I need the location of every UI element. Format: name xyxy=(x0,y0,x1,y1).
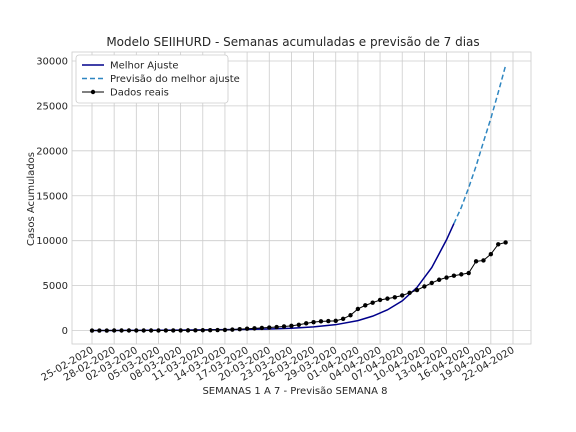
data-point xyxy=(215,327,220,333)
y-tick-labels: 0 5000 10000 15000 20000 25000 30000 xyxy=(36,56,68,337)
data-point xyxy=(119,328,124,333)
data-point xyxy=(89,328,95,333)
data-point xyxy=(348,313,353,318)
y-tick-label: 0 xyxy=(62,326,68,337)
data-point xyxy=(171,328,176,333)
data-point xyxy=(318,319,324,324)
data-point xyxy=(134,328,139,333)
data-point xyxy=(481,258,486,263)
y-tick-label: 30000 xyxy=(36,56,68,67)
data-point xyxy=(326,318,331,324)
data-point xyxy=(163,328,169,333)
data-point xyxy=(488,251,494,257)
data-point xyxy=(407,290,412,295)
data-point xyxy=(126,328,132,333)
data-point xyxy=(237,326,242,332)
data-point xyxy=(230,327,235,332)
data-point xyxy=(193,328,198,333)
data-point xyxy=(97,328,102,333)
legend: Melhor Ajuste Previsão do melhor ajuste … xyxy=(75,54,240,104)
data-point xyxy=(363,303,368,308)
legend-label-previsao: Previsão do melhor ajuste xyxy=(110,74,240,85)
data-point xyxy=(259,325,265,331)
data-point xyxy=(451,273,457,278)
data-point xyxy=(289,323,294,329)
data-point xyxy=(333,318,338,324)
data-point xyxy=(267,325,272,330)
legend-box xyxy=(75,54,229,104)
data-point xyxy=(377,297,383,303)
data-point xyxy=(156,328,161,333)
y-tick-label: 25000 xyxy=(36,101,68,112)
data-point xyxy=(392,295,398,300)
data-point xyxy=(185,328,191,333)
legend-label-melhor-ajuste: Melhor Ajuste xyxy=(110,61,179,72)
data-point xyxy=(244,326,250,331)
data-point xyxy=(104,328,109,333)
data-point xyxy=(296,322,302,327)
data-point xyxy=(414,287,420,293)
data-point xyxy=(444,275,449,280)
y-tick-label: 5000 xyxy=(43,281,68,292)
data-point xyxy=(385,296,390,301)
y-tick-label: 15000 xyxy=(36,191,68,202)
x-axis-label: SEMANAS 1 A 7 - Previsão SEMANA 8 xyxy=(202,386,387,397)
series-line-1 xyxy=(453,65,507,224)
data-point xyxy=(496,242,501,247)
data-point xyxy=(178,328,183,333)
data-point xyxy=(466,270,471,276)
data-point xyxy=(429,280,434,286)
data-point xyxy=(503,240,508,245)
data-point xyxy=(252,326,257,331)
y-tick-label: 20000 xyxy=(36,146,68,157)
data-point xyxy=(311,319,316,325)
data-point xyxy=(148,328,154,333)
legend-marker-dados-reais xyxy=(90,89,96,95)
y-axis-label: Casos Acumulados xyxy=(26,152,37,246)
data-point xyxy=(422,284,427,289)
data-point xyxy=(370,300,375,305)
chart-title: Modelo SEIIHURD - Semanas acumuladas e p… xyxy=(106,35,479,49)
legend-label-dados-reais: Dados reais xyxy=(110,88,169,99)
data-point xyxy=(274,324,279,330)
data-point xyxy=(400,293,405,298)
data-point xyxy=(436,277,442,282)
data-point xyxy=(473,259,479,264)
y-tick-label: 10000 xyxy=(36,236,68,247)
data-point xyxy=(111,328,117,333)
data-point xyxy=(340,316,346,322)
data-point xyxy=(141,328,146,333)
data-point xyxy=(459,272,464,277)
data-point xyxy=(303,321,309,326)
x-tick-labels: 25-02-202028-02-202002-03-202005-03-2020… xyxy=(40,345,517,384)
data-point xyxy=(355,306,361,312)
series-group xyxy=(89,65,508,333)
data-point xyxy=(207,327,213,333)
data-point xyxy=(222,327,228,333)
data-point xyxy=(200,328,205,333)
data-point xyxy=(281,324,287,329)
